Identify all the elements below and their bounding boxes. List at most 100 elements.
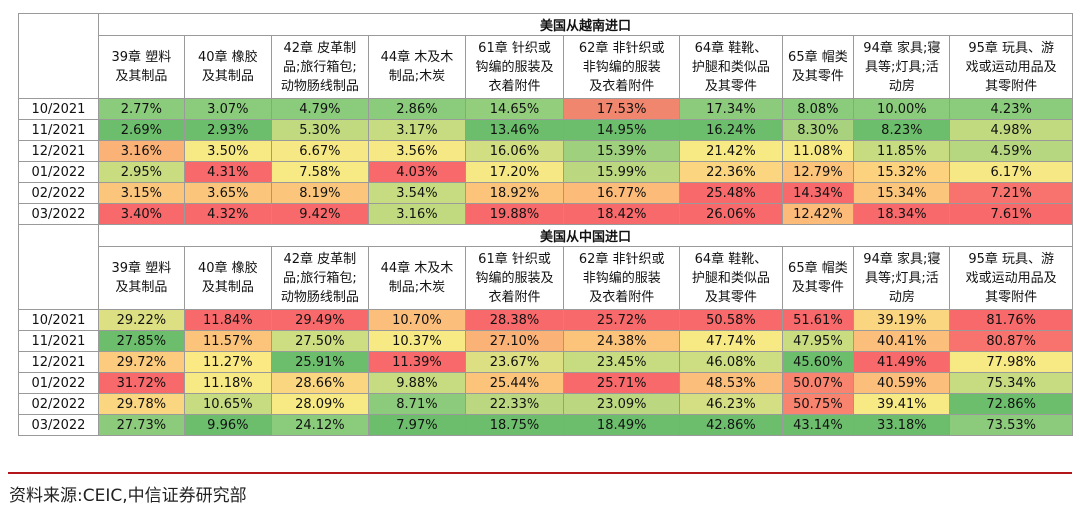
column-header-line: 其零附件	[985, 78, 1038, 94]
value-cell: 29.22%	[97, 309, 185, 331]
column-header-line: 及其零件	[704, 78, 757, 94]
value-cell: 3.15%	[97, 182, 185, 204]
column-header-line: 钩编的服装及	[475, 59, 554, 75]
column-header-line: 制品;木炭	[388, 280, 446, 295]
corner-cell	[18, 224, 99, 310]
value-cell: 46.08%	[679, 351, 783, 373]
row-date: 12/2021	[18, 351, 99, 373]
value-cell: 10.70%	[367, 309, 466, 331]
value-cell: 24.12%	[270, 414, 369, 436]
column-header-line: 及其零件	[704, 289, 757, 305]
table-row: 02/2022 3.15% 3.65% 8.19% 3.54% 18.92% 16.77% 2…	[18, 182, 1073, 204]
value-cell: 10.37%	[367, 330, 466, 352]
column-header-line: 65章 帽类	[788, 50, 848, 65]
row-date: 01/2022	[18, 161, 99, 183]
value-cell: 15.34%	[853, 182, 951, 204]
value-cell: 27.10%	[464, 330, 565, 352]
value-cell: 2.93%	[183, 119, 272, 141]
value-cell: 9.42%	[270, 203, 369, 225]
value-cell: 39.41%	[853, 393, 951, 415]
row-date: 11/2021	[18, 119, 99, 141]
column-header-line: 戏或运动用品及	[965, 59, 1057, 75]
value-cell: 3.17%	[367, 119, 466, 141]
column-header: 62章 非针织或 非钩编的服装 及衣着附件	[563, 35, 681, 99]
column-header-line: 94章 家具;寝	[863, 40, 941, 56]
column-header-line: 40章 橡胶	[197, 261, 258, 276]
row-date: 03/2022	[18, 203, 99, 225]
value-cell: 4.03%	[367, 161, 466, 183]
column-header-row: 39章 塑料 及其制品 40章 橡胶 及其制品 42章 皮革制 品;旅行箱包; 动物肠线制品…	[19, 35, 1073, 99]
column-header-line: 40章 橡胶	[197, 50, 258, 65]
row-date: 02/2022	[18, 393, 99, 415]
column-header-line: 非钩编的服装	[582, 59, 661, 75]
value-cell: 11.57%	[183, 330, 272, 352]
value-cell: 12.79%	[781, 161, 855, 183]
row-date: 01/2022	[18, 372, 99, 394]
value-cell: 16.24%	[679, 119, 783, 141]
value-cell: 7.21%	[949, 182, 1073, 204]
value-cell: 24.38%	[563, 330, 681, 352]
column-header-line: 及其制品	[201, 280, 254, 295]
column-header-line: 及衣着附件	[589, 78, 655, 94]
table-row: 01/2022 2.95% 4.31% 7.58% 4.03% 17.20% 15.99% 2…	[18, 161, 1073, 183]
value-cell: 25.71%	[563, 372, 681, 394]
value-cell: 23.09%	[563, 393, 681, 415]
value-cell: 11.18%	[183, 372, 272, 394]
row-date: 10/2021	[18, 309, 99, 331]
value-cell: 2.95%	[97, 161, 185, 183]
value-cell: 28.09%	[270, 393, 369, 415]
value-cell: 4.31%	[183, 161, 272, 183]
column-header-line: 42章 皮革制	[283, 40, 357, 56]
column-header-line: 39章 塑料	[111, 50, 172, 65]
row-date: 10/2021	[18, 98, 99, 120]
value-cell: 19.88%	[464, 203, 565, 225]
row-date: 03/2022	[18, 414, 99, 436]
column-header: 42章 皮革制 品;旅行箱包; 动物肠线制品	[270, 246, 369, 310]
value-cell: 15.32%	[853, 161, 951, 183]
column-header-line: 及其制品	[201, 69, 254, 84]
value-cell: 18.34%	[853, 203, 951, 225]
column-header: 40章 橡胶 及其制品	[183, 246, 272, 310]
column-header-line: 品;旅行箱包;	[282, 270, 357, 286]
value-cell: 4.59%	[949, 140, 1073, 162]
value-cell: 9.88%	[367, 372, 466, 394]
column-header-line: 及其制品	[115, 280, 168, 295]
column-header: 44章 木及木 制品;木炭	[367, 35, 466, 99]
value-cell: 3.54%	[367, 182, 466, 204]
value-cell: 12.42%	[781, 203, 855, 225]
column-header-line: 44章 木及木	[380, 50, 454, 65]
value-cell: 25.91%	[270, 351, 369, 373]
value-cell: 2.77%	[97, 98, 185, 120]
column-header-line: 39章 塑料	[111, 261, 172, 276]
value-cell: 40.41%	[853, 330, 951, 352]
value-cell: 4.98%	[949, 119, 1073, 141]
value-cell: 2.86%	[367, 98, 466, 120]
value-cell: 3.16%	[367, 203, 466, 225]
value-cell: 25.44%	[464, 372, 565, 394]
value-cell: 4.23%	[949, 98, 1073, 120]
value-cell: 29.72%	[97, 351, 185, 373]
column-header-line: 非钩编的服装	[582, 270, 661, 286]
value-cell: 50.07%	[781, 372, 855, 394]
value-cell: 8.08%	[781, 98, 855, 120]
column-header: 44章 木及木 制品;木炭	[367, 246, 466, 310]
column-header-line: 护腿和类似品	[691, 59, 770, 75]
value-cell: 6.17%	[949, 161, 1073, 183]
column-header-line: 护腿和类似品	[691, 270, 770, 286]
value-cell: 11.39%	[367, 351, 466, 373]
value-cell: 50.75%	[781, 393, 855, 415]
column-header-line: 动物肠线制品	[280, 289, 359, 305]
value-cell: 14.65%	[464, 98, 565, 120]
column-header-line: 及其零件	[791, 280, 844, 295]
value-cell: 77.98%	[949, 351, 1073, 373]
source-note: 资料来源:CEIC,中信证券研究部	[9, 486, 247, 506]
value-cell: 47.74%	[679, 330, 783, 352]
table-row: 11/2021 2.69% 2.93% 5.30% 3.17% 13.46% 14.95% 1…	[18, 119, 1073, 141]
column-header-line: 动房	[888, 289, 915, 305]
value-cell: 9.96%	[183, 414, 272, 436]
value-cell: 8.23%	[853, 119, 951, 141]
value-cell: 29.78%	[97, 393, 185, 415]
value-cell: 81.76%	[949, 309, 1073, 331]
value-cell: 8.30%	[781, 119, 855, 141]
value-cell: 4.79%	[270, 98, 369, 120]
